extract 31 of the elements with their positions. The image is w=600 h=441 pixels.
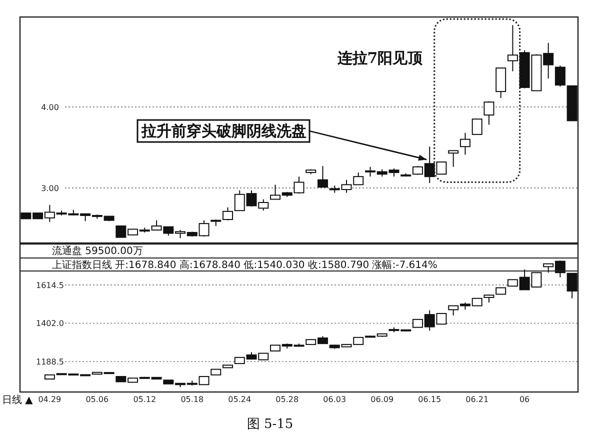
- candlestick: [484, 100, 494, 126]
- x-tick-label: 05.24: [228, 395, 252, 404]
- x-tick-label: 05.06: [86, 395, 109, 404]
- candlestick: [317, 166, 328, 188]
- y-tick-label: 1188.5: [36, 358, 64, 367]
- y-tick-label: 3.00: [41, 184, 59, 193]
- candlestick: [566, 272, 578, 299]
- x-tick-label: 06.03: [323, 395, 346, 404]
- x-tick-label: 06: [519, 395, 530, 404]
- x-tick-label: 04.29: [38, 395, 62, 404]
- candlestick: [460, 132, 470, 156]
- x-tick-label: 05.12: [133, 395, 156, 404]
- candlestick: [472, 118, 482, 135]
- candlestick: [222, 206, 234, 221]
- x-tick-label: 06.15: [418, 395, 442, 404]
- y-tick-label: 1402.0: [36, 319, 64, 328]
- y-tick-label: 1614.5: [36, 280, 64, 290]
- candlestick: [554, 65, 566, 88]
- x-tick-label: 05.28: [276, 395, 299, 404]
- text: 日线 ▲: [2, 394, 34, 406]
- y-tick-label: 4.00: [41, 102, 59, 112]
- caption: 图 5-15: [246, 417, 294, 432]
- annotation: 连拉7阳见顶: [336, 49, 424, 67]
- annotation: 拉升前穿头破脚阴线洗盘: [140, 122, 306, 140]
- candlestick: [448, 150, 459, 168]
- x-tick-label: 06.09: [370, 395, 394, 404]
- annotation: 上证指数日线 开:1678.840 高:1678.840 低:1540.030 收:1580.790 涨幅:-7.614%: [52, 259, 438, 271]
- candlestick: [496, 68, 506, 99]
- annotation: 流通盘 59500.00万: [52, 245, 143, 257]
- x-tick-label: 05.18: [180, 395, 204, 404]
- x-tick-label: 06.21: [466, 395, 489, 404]
